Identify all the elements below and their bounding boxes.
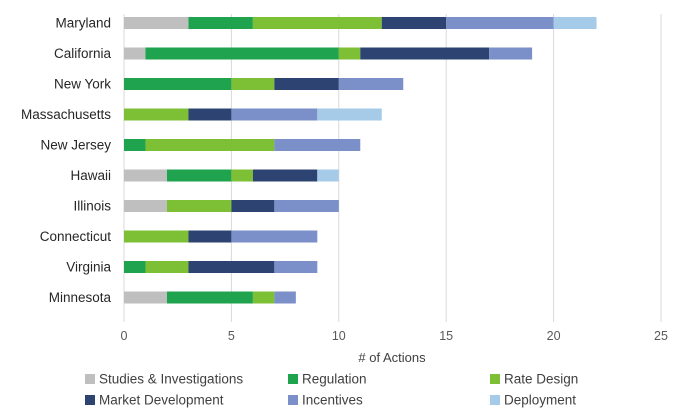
legend-item: Regulation [288,372,367,387]
bar-segment [274,200,339,212]
bar-segment [252,291,275,304]
bar-segment [274,78,339,90]
bar-segment [145,261,189,273]
legend-label: Incentives [302,393,363,408]
bar-segment [231,230,318,243]
category-label: Hawaii [70,168,111,183]
bar-segment [166,291,253,304]
legend-swatch [490,374,500,384]
bar-segment [188,261,275,273]
bar-segment [188,108,232,121]
bar-segment [489,47,533,60]
bar-segment [231,200,275,212]
bar-segment [166,200,232,212]
bar-segment [188,230,232,243]
category-label: Massachusetts [21,107,111,122]
bar-segment [124,139,146,151]
bar-segment [231,108,318,121]
legend-label: Rate Design [504,372,578,387]
bar-segment [252,17,382,29]
legend-swatch [288,374,298,384]
x-tick-label: 25 [654,329,668,343]
x-tick-label: 0 [121,329,128,343]
category-label: New York [54,77,111,92]
legend-swatch [85,374,95,384]
legend-item: Rate Design [490,372,578,387]
bar-segment [317,169,339,182]
bar-segment [124,200,167,212]
bar-segment [274,261,318,273]
bar-segment [231,78,275,90]
legend-label: Deployment [504,393,576,408]
category-label: Minnesota [49,290,112,305]
bar-segment [124,261,146,273]
bar-segment [553,17,597,29]
category-label: Virginia [66,260,111,275]
legend-label: Regulation [302,372,367,387]
category-label: Connecticut [40,229,112,244]
legend-label: Market Development [99,393,224,408]
x-tick-label: 5 [228,329,235,343]
legend-swatch [490,395,500,405]
x-tick-label: 15 [439,329,453,343]
legend: Studies & Investigations Regulation Rate D… [85,372,578,408]
legend-label: Studies & Investigations [99,372,243,387]
bar-segment [188,17,253,29]
bar-segment [317,108,382,121]
x-tick-label: 10 [332,329,346,343]
legend-item: Studies & Investigations [85,372,243,387]
bar-segment [124,169,167,182]
bars [124,17,597,304]
grid-lines [123,14,662,322]
bar-segment [124,17,189,29]
bar-segment [338,47,361,60]
x-axis-title: # of Actions [358,350,426,365]
bar-segment [360,47,490,60]
bar-segment [124,108,189,121]
legend-swatch [85,395,95,405]
bar-segment [381,17,447,29]
x-tick-label: 20 [547,329,561,343]
legend-item: Incentives [288,393,363,408]
bar-segment [124,78,232,90]
bar-segment [124,230,189,243]
category-label: Illinois [73,199,111,214]
category-labels: Maryland California New York Massachusetts N… [21,16,112,306]
bar-segment [166,169,232,182]
legend-swatch [288,395,298,405]
category-label: Maryland [55,16,111,31]
bar-segment [124,47,146,60]
category-label: New Jersey [40,138,111,153]
legend-item: Market Development [85,393,224,408]
bar-segment [446,17,554,29]
bar-segment [145,47,339,60]
category-label: California [54,46,112,61]
bar-segment [252,169,318,182]
x-tick-labels: 0 5 10 15 20 25 [121,329,668,343]
bar-segment [124,291,167,304]
bar-segment [145,139,275,151]
bar-segment [274,139,361,151]
bar-segment [231,169,253,182]
bar-segment [274,291,296,304]
bar-segment [338,78,404,90]
legend-item: Deployment [490,393,576,408]
